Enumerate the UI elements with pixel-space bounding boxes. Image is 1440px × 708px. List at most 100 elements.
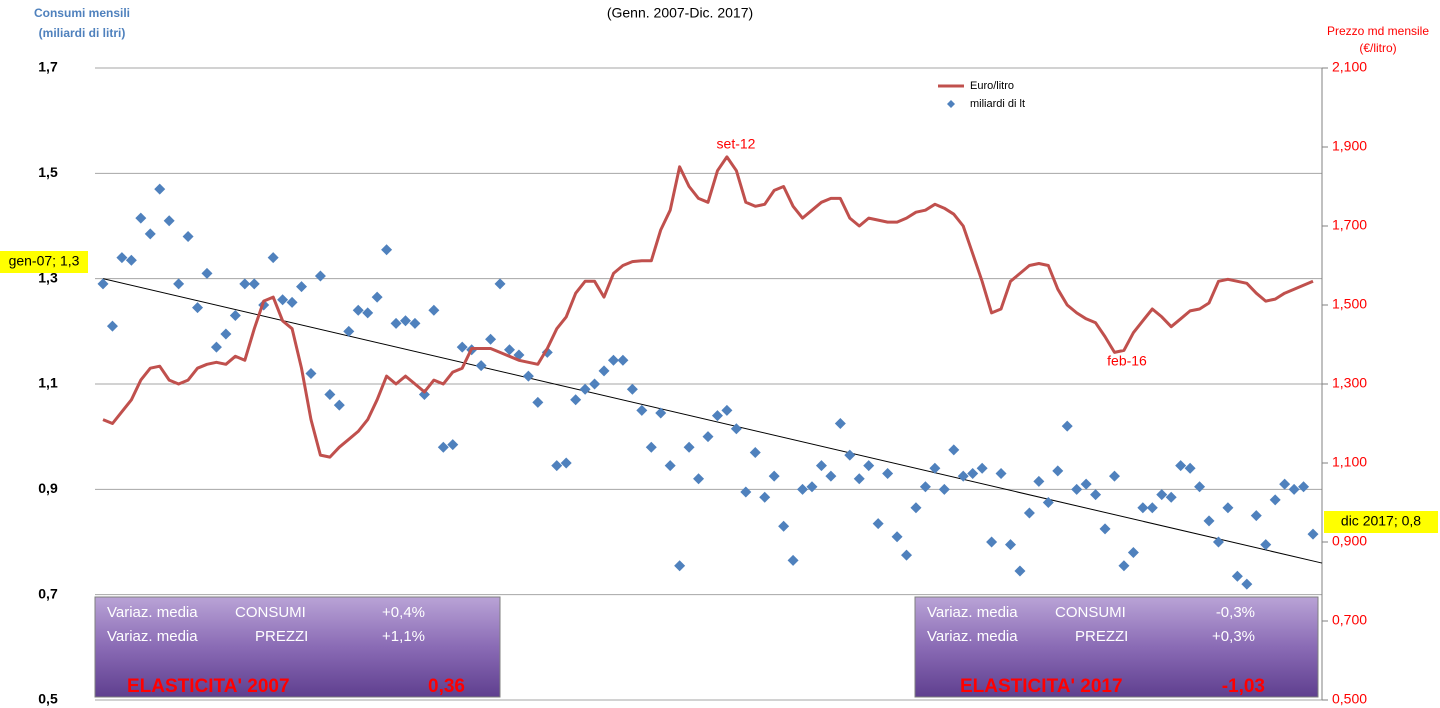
scatter-point (1127, 547, 1139, 559)
scatter-point (1005, 539, 1016, 551)
scatter-point (759, 491, 771, 503)
scatter-point (1222, 502, 1234, 514)
scatter-point (901, 549, 913, 561)
scatter-point (1118, 560, 1130, 572)
scatter-point (135, 212, 147, 224)
annotation: feb-16 (1107, 353, 1147, 369)
scatter-point (532, 396, 544, 408)
scatter-point (589, 378, 601, 390)
scatter-point (740, 486, 752, 498)
stats-label: Variaz. media (107, 628, 198, 645)
y2-tick-label: 1,900 (1332, 138, 1367, 154)
stats-box (914, 596, 1319, 698)
scatter-point (995, 468, 1007, 480)
y2-tick-label: 2,100 (1332, 59, 1367, 75)
scatter-point (957, 470, 969, 482)
scatter-point (1260, 539, 1272, 551)
scatter-point (834, 418, 846, 429)
scatter-point (324, 389, 336, 401)
scatter-point (229, 310, 241, 322)
scatter-point (1203, 515, 1215, 527)
scatter-point (863, 460, 875, 472)
scatter-point (210, 341, 222, 353)
scatter-point (730, 423, 742, 435)
y-axis-label: (miliardi di litri) (39, 26, 126, 40)
stats-box (94, 596, 501, 698)
scatter-point (560, 457, 572, 469)
scatter-point (1080, 478, 1092, 490)
stats-value: +0,3% (1212, 628, 1255, 645)
scatter-point (163, 215, 175, 227)
scatter-point (522, 370, 534, 382)
elasticity-label: ELASTICITA' 2017 (960, 676, 1123, 697)
legend-label: Euro/litro (970, 80, 1014, 92)
stats-label: Variaz. media (107, 604, 198, 621)
y-tick-label: 0,7 (38, 585, 58, 601)
stats-label: Variaz. media (927, 604, 1018, 621)
y2-tick-label: 1,700 (1332, 217, 1367, 233)
scatter-point (1137, 502, 1149, 514)
scatter-point (1165, 491, 1177, 503)
stats-label: PREZZI (255, 628, 308, 645)
scatter-point (475, 360, 487, 372)
scatter-point (674, 560, 686, 572)
scatter-point (485, 333, 497, 345)
scatter-point (711, 410, 723, 422)
scatter-point (721, 404, 733, 416)
y2-tick-label: 1,500 (1332, 296, 1367, 312)
scatter-point (1279, 478, 1291, 490)
scatter-point (825, 470, 837, 482)
stats-label: PREZZI (1075, 628, 1128, 645)
scatter-point (1099, 523, 1111, 535)
elasticity-value: 0,36 (428, 676, 465, 697)
scatter-point (626, 383, 638, 395)
scatter-point (239, 278, 251, 290)
scatter-point (1298, 481, 1310, 493)
scatter-point (919, 481, 931, 493)
scatter-point (1108, 470, 1120, 482)
scatter-point (428, 304, 440, 316)
y-tick-label: 1,5 (38, 164, 58, 180)
scatter-point (418, 389, 430, 401)
stats-value: -0,3% (1216, 604, 1255, 621)
annotation-background (1324, 511, 1438, 533)
scatter-point (343, 325, 355, 337)
stats-value: +0,4% (382, 604, 425, 621)
y-tick-label: 1,3 (38, 269, 58, 285)
scatter-point (1023, 507, 1035, 519)
scatter-point (182, 231, 194, 243)
elasticity-label: ELASTICITA' 2007 (127, 676, 290, 697)
scatter-point (352, 304, 364, 316)
scatter-point (381, 244, 393, 256)
scatter-point (192, 302, 204, 314)
scatter-point (872, 518, 884, 530)
scatter-point (1250, 510, 1262, 522)
y2-tick-label: 0,900 (1332, 533, 1367, 549)
scatter-point (390, 317, 402, 329)
scatter-point (938, 483, 950, 495)
scatter-point (768, 470, 780, 482)
scatter-point (106, 320, 118, 332)
scatter-point (1052, 465, 1064, 477)
annotation: gen-07; 1,3 (9, 253, 80, 269)
y2-tick-label: 0,700 (1332, 612, 1367, 628)
scatter-point (1061, 420, 1073, 432)
y2-tick-label: 1,100 (1332, 454, 1367, 470)
y-tick-label: 1,7 (38, 59, 58, 75)
scatter-point (362, 307, 374, 319)
scatter-point (787, 554, 799, 566)
scatter-point (853, 473, 865, 485)
scatter-point (702, 431, 714, 443)
y-axis-label: Consumi mensili (34, 6, 130, 20)
stats-label: CONSUMI (235, 604, 306, 621)
scatter-point (967, 468, 979, 480)
stats-label: Variaz. media (927, 628, 1018, 645)
scatter-point (116, 252, 128, 264)
scatter-point (1307, 528, 1319, 540)
scatter-point (693, 473, 705, 485)
scatter-point (333, 399, 345, 411)
y-tick-label: 1,1 (38, 375, 58, 391)
legend-label: miliardi di lt (970, 98, 1025, 110)
scatter-point (494, 278, 506, 290)
trend-line (102, 278, 1323, 564)
